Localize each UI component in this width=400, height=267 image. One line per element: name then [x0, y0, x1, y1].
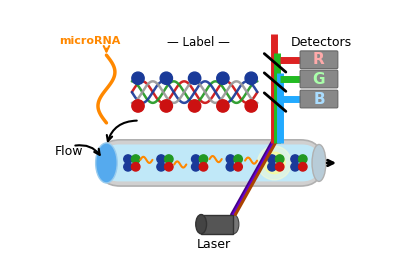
- Circle shape: [188, 72, 201, 84]
- Circle shape: [199, 163, 208, 171]
- Circle shape: [264, 152, 285, 174]
- FancyBboxPatch shape: [99, 140, 322, 186]
- Circle shape: [188, 100, 201, 112]
- Ellipse shape: [96, 143, 117, 183]
- Text: Flow: Flow: [55, 145, 83, 158]
- Circle shape: [217, 72, 229, 84]
- Circle shape: [132, 72, 144, 84]
- Circle shape: [268, 163, 276, 171]
- Circle shape: [276, 155, 284, 163]
- Circle shape: [268, 155, 276, 163]
- Circle shape: [234, 155, 242, 163]
- Text: R: R: [313, 52, 325, 67]
- Circle shape: [291, 163, 299, 171]
- Circle shape: [226, 155, 235, 163]
- Circle shape: [234, 163, 242, 171]
- Text: B: B: [313, 92, 325, 107]
- Ellipse shape: [196, 214, 206, 234]
- FancyBboxPatch shape: [300, 90, 338, 108]
- Circle shape: [269, 158, 280, 168]
- Ellipse shape: [312, 144, 326, 181]
- Circle shape: [164, 155, 173, 163]
- Circle shape: [157, 155, 165, 163]
- Ellipse shape: [228, 214, 239, 234]
- Circle shape: [132, 163, 140, 171]
- FancyBboxPatch shape: [102, 144, 319, 181]
- Circle shape: [217, 100, 229, 112]
- Circle shape: [124, 155, 132, 163]
- Circle shape: [160, 100, 172, 112]
- Circle shape: [276, 163, 284, 171]
- Polygon shape: [201, 214, 234, 234]
- Text: Laser: Laser: [196, 238, 230, 251]
- Circle shape: [298, 163, 307, 171]
- Circle shape: [298, 155, 307, 163]
- Circle shape: [245, 72, 257, 84]
- Circle shape: [226, 163, 235, 171]
- FancyBboxPatch shape: [300, 51, 338, 69]
- Circle shape: [164, 163, 173, 171]
- Circle shape: [132, 100, 144, 112]
- Circle shape: [199, 155, 208, 163]
- Text: — Label —: — Label —: [167, 36, 230, 49]
- Circle shape: [192, 155, 200, 163]
- Text: Detectors: Detectors: [291, 36, 352, 49]
- Circle shape: [157, 163, 165, 171]
- FancyBboxPatch shape: [300, 70, 338, 88]
- Circle shape: [257, 146, 291, 180]
- Circle shape: [132, 155, 140, 163]
- Circle shape: [192, 163, 200, 171]
- Circle shape: [124, 163, 132, 171]
- Text: microRNA: microRNA: [59, 36, 120, 46]
- Circle shape: [160, 72, 172, 84]
- Text: G: G: [313, 72, 325, 87]
- Circle shape: [291, 155, 299, 163]
- Circle shape: [245, 100, 257, 112]
